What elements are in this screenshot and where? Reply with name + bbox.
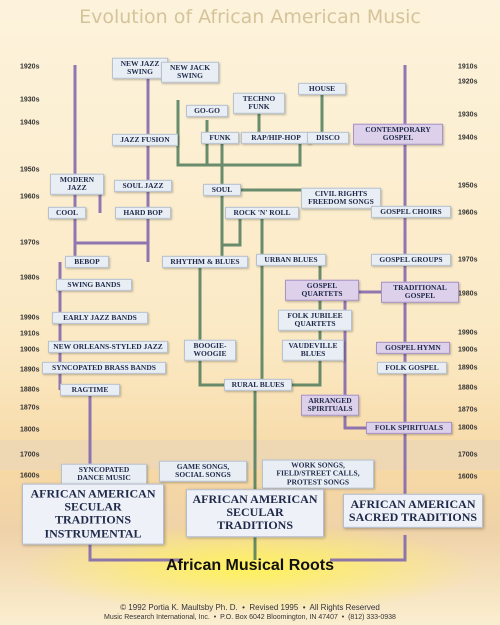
decade-label: 1950s [20, 166, 40, 174]
genre-node: DISCO [307, 131, 349, 145]
genre-node: ARRANGED SPIRITUALS [301, 394, 359, 416]
decade-label: 1940s [458, 134, 478, 142]
decade-label: 1870s [20, 404, 40, 412]
decade-label: 1700s [458, 451, 478, 459]
genre-node: RHYTHM & BLUES [162, 255, 248, 269]
glow [20, 523, 480, 613]
tradition-box: AFRICAN AMERICAN SACRED TRADITIONS [343, 493, 483, 529]
genre-node: COOL [48, 206, 86, 220]
decade-label: 1920s [458, 78, 478, 86]
genre-node: URBAN BLUES [256, 253, 326, 267]
genre-node: TRADITIONAL GOSPEL [381, 281, 459, 303]
tradition-box: AFRICAN AMERICAN SECULAR TRADITIONS [186, 489, 324, 537]
decade-label: 1990s [20, 314, 40, 322]
genre-node: MODERN JAZZ [50, 173, 104, 195]
genre-node: SYNCOPATED BRASS BANDS [42, 361, 166, 375]
genre-node: RURAL BLUES [224, 378, 292, 392]
genre-node: BEBOP [65, 255, 109, 269]
genre-node: SOUL JAZZ [114, 179, 172, 193]
title: Evolution of African American Music [79, 6, 421, 28]
genre-node: CONTEMPORARY GOSPEL [353, 123, 443, 145]
decade-label: 1800s [20, 426, 40, 434]
genre-node: VAUDEVILLE BLUES [282, 339, 344, 361]
genre-node: RAGTIME [60, 383, 120, 397]
decade-label: 1800s [458, 424, 478, 432]
decade-label: 1930s [458, 111, 478, 119]
secular-lines [176, 95, 340, 560]
genre-node: HARD BOP [115, 206, 171, 220]
decade-label: 1890s [458, 364, 478, 372]
decade-label: 1970s [458, 256, 478, 264]
tradition-box: AFRICAN AMERICAN SECULAR TRADITIONS INST… [22, 483, 164, 545]
decade-label: 1960s [458, 209, 478, 217]
decade-label: 1980s [20, 274, 40, 282]
decade-label: 1910s [458, 63, 478, 71]
genre-node: FOLK JUBILEE QUARTETS [278, 309, 352, 331]
genre-node: GOSPEL GROUPS [371, 253, 451, 267]
decade-label: 1700s [20, 451, 40, 459]
decade-label: 1870s [458, 406, 478, 414]
footer: Music Research International, Inc. • P.O… [104, 614, 396, 621]
genre-node: JAZZ FUSION [112, 133, 178, 147]
genre-node: RAP/HIP-HOP [241, 131, 311, 145]
genre-node: SWING BANDS [56, 278, 132, 292]
genre-node: EARLY JAZZ BANDS [52, 311, 148, 325]
genre-node: GOSPEL CHOIRS [371, 205, 451, 219]
decade-label: 1900s [20, 346, 40, 354]
decade-label: 1950s [458, 182, 478, 190]
decade-label: 1900s [458, 346, 478, 354]
decade-label: 1910s [20, 330, 40, 338]
decade-label: 1980s [458, 290, 478, 298]
genre-node: GOSPEL QUARTETS [285, 279, 359, 301]
decade-label: 1940s [20, 119, 40, 127]
genre-node: ROCK 'N' ROLL [225, 206, 299, 220]
genre-node: NEW JACK SWING [161, 61, 219, 83]
genre-node: GOSPEL HYMN [376, 341, 450, 355]
genre-node: SYNCOPATED DANCE MUSIC [61, 463, 147, 485]
decade-label: 1600s [20, 472, 40, 480]
decade-label: 1960s [20, 193, 40, 201]
decade-label: 1880s [458, 384, 478, 392]
decade-label: 1930s [20, 96, 40, 104]
decade-label: 1990s [458, 329, 478, 337]
genre-node: TECHNO FUNK [233, 92, 285, 114]
roots: African Musical Roots [165, 557, 335, 574]
genre-node: GAME SONGS, SOCIAL SONGS [159, 460, 247, 482]
decade-label: 1600s [458, 473, 478, 481]
genre-node: BOOGIE-WOOGIE [184, 339, 236, 361]
decade-label: 1890s [20, 366, 40, 374]
genre-node: FOLK GOSPEL [377, 361, 447, 375]
genre-node: NEW ORLEANS-STYLED JAZZ [48, 340, 168, 354]
sacred-lines [58, 65, 407, 562]
genre-node: SOUL [203, 183, 241, 197]
decade-label: 1970s [20, 239, 40, 247]
genre-node: NEW JAZZ SWING [112, 57, 168, 79]
genre-node: CIVIL RIGHTS FREEDOM SONGS [301, 187, 381, 209]
genre-node: FUNK [201, 131, 239, 145]
genre-node: HOUSE [298, 82, 346, 96]
genre-node: GO-GO [186, 104, 228, 118]
decade-label: 1880s [20, 386, 40, 394]
genre-node: FOLK SPIRITUALS [366, 421, 452, 435]
footer: © 1992 Portia K. Maultsby Ph. D. • Revis… [120, 603, 380, 612]
genre-node: WORK SONGS, FIELD/STREET CALLS, PROTEST … [262, 459, 374, 489]
decade-label: 1920s [20, 63, 40, 71]
